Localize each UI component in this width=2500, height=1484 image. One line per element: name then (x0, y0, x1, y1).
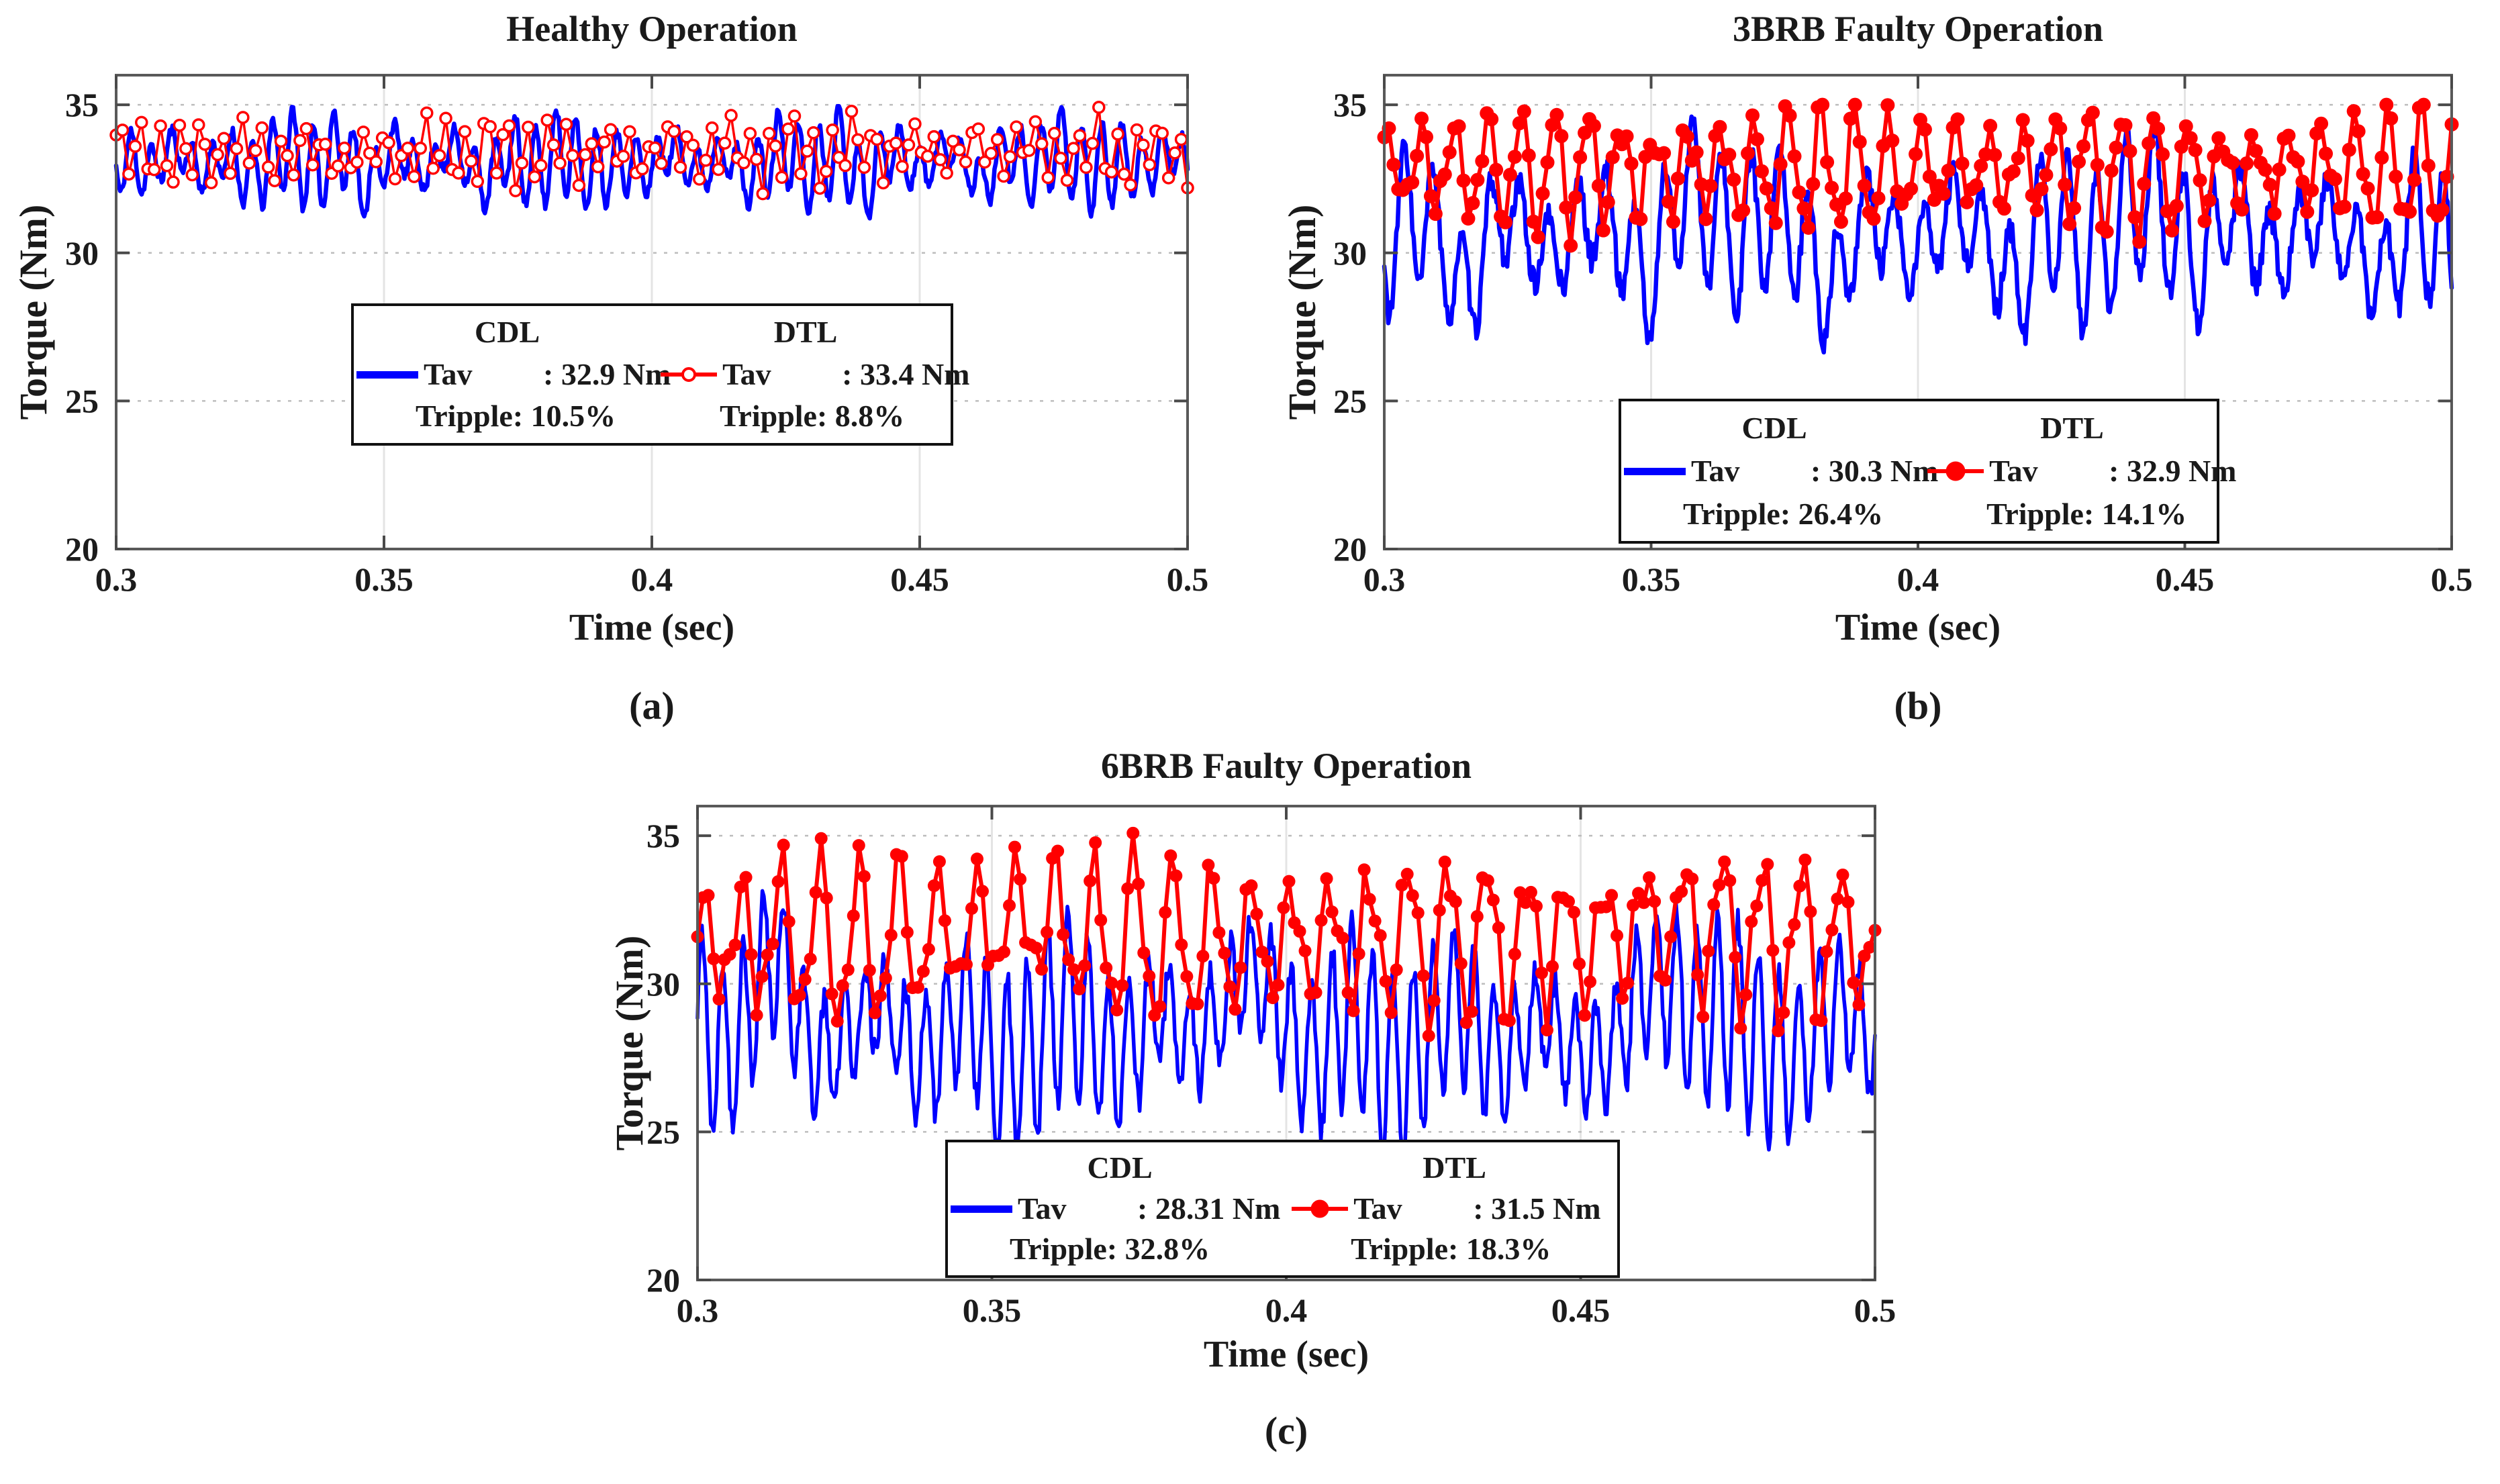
panel-c-legend: CDL Tav : 28.31 Nm Tripple: 32.8% DTL Ta… (945, 1140, 1620, 1278)
legend-entry-cdl: Tav : 32.9 Nm (356, 356, 671, 391)
svg-text:0.4: 0.4 (631, 560, 673, 598)
legend-entry-dtl: Tav : 31.5 Nm (1292, 1191, 1617, 1226)
legend-col-cdl: CDL Tav : 32.9 Nm Tripple: 10.5% (354, 306, 671, 443)
legend-header-dtl: DTL (2040, 410, 2104, 445)
svg-text:0.3: 0.3 (1363, 560, 1406, 598)
panel-b-caption: (b) (1894, 684, 1942, 728)
legend-series-label: Tav (424, 356, 473, 391)
blue-line-icon (951, 1205, 1012, 1213)
panel-c-title: 6BRB Faulty Operation (1100, 746, 1472, 786)
legend-entry-cdl: Tav : 30.3 Nm (1624, 453, 1938, 488)
legend-series-label: Tav (1353, 1191, 1402, 1226)
panel-a-title: Healthy Operation (506, 9, 798, 49)
svg-text:0.45: 0.45 (890, 560, 949, 598)
red-marker-icon (1310, 1199, 1329, 1218)
legend-series-value: : 33.4 Nm (842, 356, 970, 391)
legend-series-label: Tav (722, 356, 771, 391)
svg-text:20: 20 (1333, 530, 1367, 568)
legend-col-cdl: CDL Tav : 28.31 Nm Tripple: 32.8% (948, 1142, 1289, 1275)
legend-series-label: Tav (1691, 453, 1740, 488)
panel-c-ylabel: Torque (Nm) (608, 935, 651, 1151)
cdl-line-swatch (1624, 456, 1686, 487)
legend-entry-dtl: Tav : 32.9 Nm (1927, 453, 2236, 488)
legend-ripple-cdl: Tripple: 26.4% (1683, 496, 1884, 531)
red-marker-icon (1945, 461, 1966, 481)
svg-text:0.35: 0.35 (1622, 560, 1681, 598)
legend-ripple-dtl: Tripple: 14.1% (1986, 496, 2187, 531)
legend-series-label: Tav (1018, 1191, 1067, 1226)
legend-series-value: : 31.5 Nm (1473, 1191, 1601, 1226)
svg-text:0.3: 0.3 (95, 560, 138, 598)
legend-ripple-cdl: Tripple: 32.8% (1010, 1232, 1210, 1267)
svg-text:20: 20 (65, 530, 99, 568)
svg-text:0.45: 0.45 (2156, 560, 2215, 598)
svg-text:0.4: 0.4 (1897, 560, 1939, 598)
panel-a-legend: CDL Tav : 32.9 Nm Tripple: 10.5% DTL Tav… (351, 303, 970, 446)
blue-line-icon (356, 370, 418, 379)
svg-text:0.35: 0.35 (354, 560, 414, 598)
blue-line-icon (1624, 467, 1686, 475)
panel-c-caption: (c) (1264, 1409, 1308, 1452)
cdl-line-swatch (356, 359, 418, 390)
svg-text:30: 30 (65, 234, 99, 272)
legend-header-dtl: DTL (1423, 1150, 1486, 1185)
legend-ripple-dtl: Tripple: 18.3% (1351, 1232, 1551, 1267)
legend-entry-cdl: Tav : 28.31 Nm (951, 1191, 1289, 1226)
svg-text:30: 30 (646, 965, 680, 1003)
legend-header-cdl: CDL (1741, 410, 1807, 445)
svg-text:30: 30 (1333, 234, 1367, 272)
svg-text:35: 35 (646, 817, 680, 854)
svg-text:0.4: 0.4 (1265, 1291, 1308, 1329)
svg-text:0.5: 0.5 (2431, 560, 2473, 598)
svg-text:25: 25 (65, 382, 99, 419)
legend-entry-dtl: Tav : 33.4 Nm (661, 356, 970, 391)
svg-text:25: 25 (1333, 382, 1367, 419)
dtl-line-swatch (1927, 456, 1984, 487)
legend-series-value: : 28.31 Nm (1137, 1191, 1281, 1226)
dtl-line-swatch (1292, 1193, 1349, 1224)
panel-b-ylabel: Torque (Nm) (1280, 204, 1324, 420)
svg-text:20: 20 (646, 1261, 680, 1299)
legend-header-cdl: CDL (475, 315, 540, 350)
legend-col-cdl: CDL Tav : 30.3 Nm Tripple: 26.4% (1621, 401, 1938, 541)
svg-text:0.3: 0.3 (677, 1291, 719, 1329)
legend-col-dtl: DTL Tav : 33.4 Nm Tripple: 8.8% (658, 306, 970, 443)
panel-c-xlabel: Time (sec) (1203, 1334, 1369, 1375)
dtl-line-swatch (661, 359, 718, 390)
red-marker-icon (681, 366, 697, 382)
panel-a-ylabel: Torque (Nm) (11, 204, 55, 420)
svg-text:0.5: 0.5 (1854, 1291, 1896, 1329)
legend-series-value: : 32.9 Nm (2109, 453, 2237, 488)
svg-text:35: 35 (65, 86, 99, 123)
legend-series-label: Tav (1989, 453, 2038, 488)
panel-a-caption: (a) (629, 684, 675, 728)
legend-header-cdl: CDL (1087, 1150, 1153, 1185)
panel-b-title: 3BRB Faulty Operation (1732, 9, 2104, 49)
cdl-line-swatch (951, 1193, 1012, 1224)
svg-text:0.45: 0.45 (1551, 1291, 1610, 1329)
legend-series-value: : 30.3 Nm (1811, 453, 1939, 488)
legend-ripple-dtl: Tripple: 8.8% (720, 399, 905, 434)
panel-b-legend: CDL Tav : 30.3 Nm Tripple: 26.4% DTL Tav… (1619, 399, 2236, 544)
legend-series-value: : 32.9 Nm (543, 356, 671, 391)
legend-col-dtl: DTL Tav : 31.5 Nm Tripple: 18.3% (1289, 1142, 1617, 1275)
legend-ripple-cdl: Tripple: 10.5% (416, 399, 616, 434)
panel-b-xlabel: Time (sec) (1835, 607, 2001, 648)
legend-header-dtl: DTL (773, 315, 838, 350)
legend-col-dtl: DTL Tav : 32.9 Nm Tripple: 14.1% (1925, 401, 2236, 541)
panel-a-xlabel: Time (sec) (569, 607, 735, 648)
svg-text:25: 25 (646, 1113, 680, 1150)
svg-text:35: 35 (1333, 86, 1367, 123)
svg-text:0.5: 0.5 (1167, 560, 1209, 598)
svg-text:0.35: 0.35 (963, 1291, 1022, 1329)
